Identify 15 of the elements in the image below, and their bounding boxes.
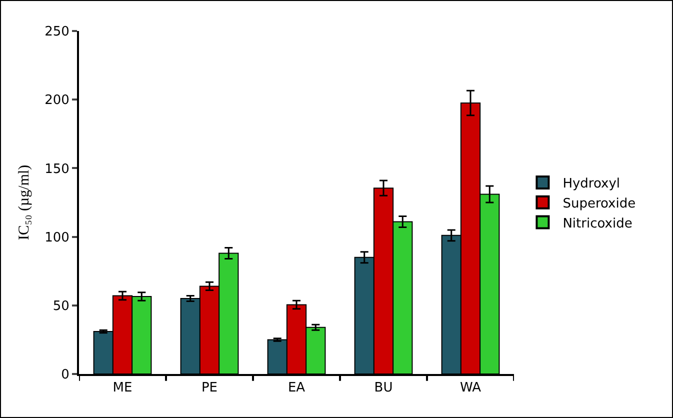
x-tick-label: BU bbox=[374, 380, 393, 396]
legend-label: Superoxide bbox=[562, 196, 636, 212]
x-tick-label: ME bbox=[112, 380, 132, 396]
y-tick-label: 250 bbox=[44, 24, 70, 40]
legend-label: Nitricoxide bbox=[562, 216, 632, 232]
x-tick-label: EA bbox=[288, 380, 306, 396]
y-tick-label: 0 bbox=[61, 368, 70, 383]
x-tick-label: WA bbox=[460, 380, 482, 396]
y-axis-title: IC₅₀ (µg/ml) bbox=[16, 164, 32, 240]
y-tick-label: 200 bbox=[44, 93, 70, 108]
y-tick-label: 50 bbox=[52, 298, 70, 314]
x-tick-label: PE bbox=[201, 380, 218, 396]
y-tick-label: 100 bbox=[44, 230, 70, 246]
legend-label: Hydroxyl bbox=[562, 176, 620, 192]
y-tick-label: 150 bbox=[44, 162, 70, 177]
